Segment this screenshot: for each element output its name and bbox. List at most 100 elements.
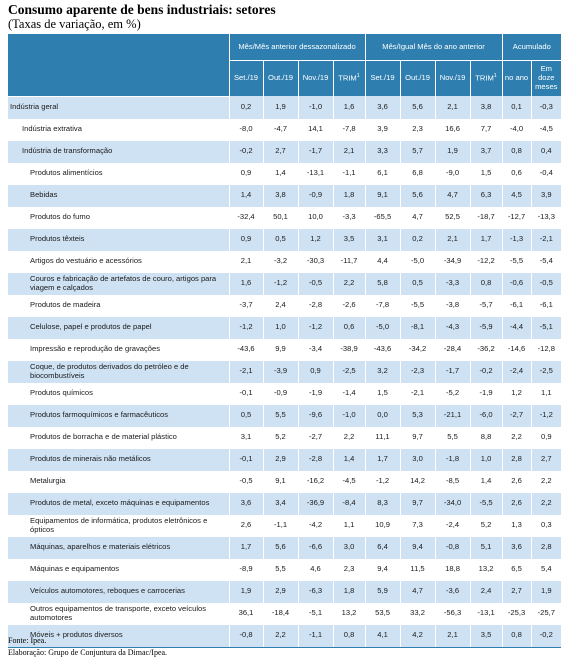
row-value: -13,1 — [297, 162, 333, 185]
row-value: -4,5 — [332, 470, 366, 493]
row-value: 2,2 — [332, 272, 366, 295]
row-value: 5,3 — [399, 404, 436, 427]
row-label: Impressão e reprodução de gravações — [8, 338, 229, 361]
row-value: -32,4 — [228, 206, 263, 229]
row-value: 2,6 — [228, 514, 263, 537]
row-value: -8,4 — [332, 492, 366, 515]
row-value: 3,0 — [399, 448, 436, 471]
row-value: 2,1 — [434, 96, 471, 119]
row-value: -0,2 — [228, 140, 263, 163]
row-value: 1,7 — [469, 228, 503, 251]
row-value: 1,6 — [332, 96, 366, 119]
header-blank — [8, 34, 229, 97]
row-value: 7,3 — [399, 514, 436, 537]
row-value: 8,8 — [469, 426, 503, 449]
row-value: 9,4 — [364, 558, 401, 581]
row-value: -3,3 — [332, 206, 366, 229]
row-value: 2,2 — [332, 426, 366, 449]
row-value: 1,4 — [469, 470, 503, 493]
row-value: 1,1 — [530, 382, 562, 405]
column-header-label: Set./19 — [233, 73, 259, 83]
row-value: 0,6 — [332, 316, 366, 339]
row-value: 3,2 — [364, 360, 401, 383]
row-value: 1,6 — [228, 272, 263, 295]
table-row: Indústria extrativa -8,0 -4,7 14,1 -7,8 3,9 2,… — [8, 118, 562, 141]
row-value: 53,5 — [364, 602, 401, 625]
table-row: Móveis + produtos diversos -0,8 2,2 -1,1 0,8… — [8, 624, 562, 648]
row-value: -6,3 — [297, 580, 333, 603]
row-value: -14,6 — [501, 338, 532, 361]
row-value: 2,2 — [530, 492, 562, 515]
row-value: -5,9 — [469, 316, 503, 339]
row-value: 0,9 — [297, 360, 333, 383]
row-value: 1,3 — [501, 514, 532, 537]
table-row: Produtos têxteis 0,9 0,5 1,2 3,5 3,1 0,2 2,1 1,7… — [8, 228, 562, 251]
elaboration-note: Elaboração: Grupo de Conjuntura da Dimac… — [8, 648, 168, 657]
row-value: -0,4 — [530, 162, 562, 185]
row-label: Indústria geral — [8, 96, 229, 119]
source-note: Fonte: Ipea. — [8, 636, 47, 645]
row-value: -5,2 — [434, 382, 471, 405]
row-value: 2,6 — [501, 492, 532, 515]
row-value: 0,8 — [469, 272, 503, 295]
row-value: 1,5 — [364, 382, 401, 405]
row-value: -1,2 — [530, 404, 562, 427]
row-value: -1,2 — [228, 316, 263, 339]
row-value: 3,1 — [228, 426, 263, 449]
row-value: -30,3 — [297, 250, 333, 273]
table-row: Impressão e reprodução de gravações -43,6… — [8, 338, 562, 361]
row-value: 3,9 — [530, 184, 562, 207]
row-value: 5,5 — [262, 404, 298, 427]
row-label: Produtos de minerais não metálicos — [8, 448, 229, 471]
row-value: -12,8 — [530, 338, 562, 361]
row-value: 10,9 — [364, 514, 401, 537]
header-group-mes-ano-anterior: Mês/Igual Mês do ano anterior — [364, 34, 503, 61]
row-value: 6,1 — [364, 162, 401, 185]
table-row: Produtos de madeira -3,7 2,4 -2,8 -2,6 -7,8 -5… — [8, 294, 562, 317]
row-value: -0,5 — [530, 272, 562, 295]
row-value: 10,0 — [297, 206, 333, 229]
row-value: 2,7 — [530, 448, 562, 471]
row-value: 3,7 — [469, 140, 503, 163]
row-value: -2,4 — [434, 514, 471, 537]
row-value: 5,2 — [262, 426, 298, 449]
row-value: -0,8 — [434, 536, 471, 559]
table-row: Outros equipamentos de transporte, excet… — [8, 602, 562, 625]
row-value: 3,0 — [332, 536, 366, 559]
row-value: 4,1 — [364, 624, 401, 648]
row-value: -5,4 — [530, 250, 562, 273]
row-value: 6,8 — [399, 162, 436, 185]
row-value: -56,3 — [434, 602, 471, 625]
row-value: 18,8 — [434, 558, 471, 581]
row-value: -2,1 — [530, 228, 562, 251]
column-header: TRIM1 — [469, 60, 503, 96]
row-value: 5,4 — [530, 558, 562, 581]
row-value: 1,8 — [332, 184, 366, 207]
column-header-label: Out./19 — [405, 73, 430, 83]
row-value: -6,1 — [501, 294, 532, 317]
row-value: -2,3 — [399, 360, 436, 383]
row-value: 2,1 — [434, 228, 471, 251]
header-group-acumulado: Acumulado — [501, 34, 562, 61]
table-row: Artigos do vestuário e acessórios 2,1 -3,2… — [8, 250, 562, 273]
row-value: -0,6 — [501, 272, 532, 295]
row-value: -1,3 — [501, 228, 532, 251]
row-value: -6,0 — [469, 404, 503, 427]
table-row: Indústria geral 0,2 1,9 -1,0 1,6 3,6 5,6 2,1 3,8… — [8, 96, 562, 119]
row-value: -34,0 — [434, 492, 471, 515]
row-value: -0,9 — [297, 184, 333, 207]
row-value: 1,9 — [228, 580, 263, 603]
row-value: 1,8 — [332, 580, 366, 603]
row-value: -0,1 — [228, 448, 263, 471]
row-value: -6,6 — [297, 536, 333, 559]
table-row: Produtos do fumo -32,4 50,1 10,0 -3,3 -65,5 4,… — [8, 206, 562, 229]
column-header: Set./19 — [364, 60, 401, 96]
row-label: Indústria de transformação — [8, 140, 229, 163]
row-value: -34,2 — [399, 338, 436, 361]
row-value: 9,9 — [262, 338, 298, 361]
row-value: -4,2 — [297, 514, 333, 537]
row-value: -3,4 — [297, 338, 333, 361]
row-value: -13,1 — [469, 602, 503, 625]
row-value: -25,3 — [501, 602, 532, 625]
row-value: -2,7 — [297, 426, 333, 449]
